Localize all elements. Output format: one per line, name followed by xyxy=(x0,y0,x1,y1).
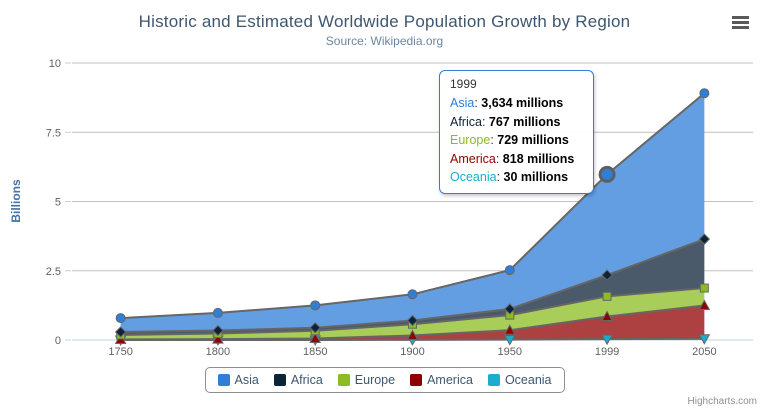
legend-item-america[interactable]: America xyxy=(410,373,473,387)
chart-title: Historic and Estimated Worldwide Populat… xyxy=(138,12,631,31)
marker-europe-1999[interactable] xyxy=(602,291,612,301)
y-axis-label: 2.5 xyxy=(46,266,61,278)
chart-subtitle: Source: Wikipedia.org xyxy=(325,34,444,48)
marker-europe-2050[interactable] xyxy=(699,283,709,293)
legend-label: America xyxy=(427,373,473,387)
marker-oceania-1950[interactable] xyxy=(503,335,516,346)
hamburger-icon xyxy=(732,16,749,19)
legend-swatch-america xyxy=(410,374,423,386)
marker-asia-1950[interactable] xyxy=(504,265,515,276)
marker-oceania-1999[interactable] xyxy=(601,334,613,346)
legend-item-asia[interactable]: Asia xyxy=(217,373,259,387)
marker-africa-1750[interactable] xyxy=(114,326,127,338)
legend-label: Africa xyxy=(290,373,323,387)
marker-africa-1950[interactable] xyxy=(504,303,516,315)
x-axis-label: 1850 xyxy=(303,346,327,358)
x-axis-label: 1999 xyxy=(595,346,619,358)
hamburger-icon xyxy=(732,21,749,24)
legend-swatch-europe xyxy=(337,374,350,386)
x-axis-label: 2050 xyxy=(692,346,716,358)
legend-label: Europe xyxy=(354,373,396,387)
legend-item-europe[interactable]: Europe xyxy=(337,373,396,387)
marker-america-1800[interactable] xyxy=(212,333,224,344)
export-menu-button[interactable] xyxy=(732,16,749,29)
hamburger-icon xyxy=(732,26,749,29)
tooltip-row-asia: Asia: 3,634 millions xyxy=(450,96,564,110)
tooltip-row-america: America: 818 millions xyxy=(450,151,575,166)
tooltip-row-europe: Europe: 729 millions xyxy=(450,133,569,148)
area-africa[interactable] xyxy=(120,239,705,335)
legend-item-africa[interactable]: Africa xyxy=(273,373,323,387)
area-asia[interactable] xyxy=(120,93,705,332)
marker-oceania-2050[interactable] xyxy=(698,334,711,345)
marker-asia-1850[interactable] xyxy=(310,300,321,311)
x-axis-label: 1800 xyxy=(206,346,230,358)
credits-link[interactable]: Highcharts.com xyxy=(687,396,757,407)
marker-africa-1850[interactable] xyxy=(309,322,321,334)
marker-asia-1750[interactable] xyxy=(115,313,126,324)
marker-america-2050[interactable] xyxy=(698,299,711,310)
marker-africa-1800[interactable] xyxy=(212,324,224,337)
y-axis-title: Billions xyxy=(9,179,23,223)
legend: Asia Africa Europe America Oceania xyxy=(204,367,565,393)
legend-swatch-africa xyxy=(273,374,286,386)
marker-asia-2050[interactable] xyxy=(699,88,710,99)
marker-america-1850[interactable] xyxy=(309,332,322,343)
marker-africa-1999[interactable] xyxy=(601,269,613,281)
x-axis-label: 1900 xyxy=(400,346,424,358)
marker-asia-1999[interactable] xyxy=(598,165,616,183)
y-axis-label: 0 xyxy=(55,335,61,347)
marker-africa-1900[interactable] xyxy=(406,314,419,327)
legend-swatch-oceania xyxy=(487,374,500,386)
marker-america-1950[interactable] xyxy=(503,324,516,335)
marker-asia-1800[interactable] xyxy=(212,307,223,318)
x-axis-label: 1750 xyxy=(108,346,132,358)
x-axis-label: 1950 xyxy=(498,346,522,358)
legend-label: Asia xyxy=(234,373,259,387)
legend-swatch-asia xyxy=(217,374,230,386)
y-axis-label: 7.5 xyxy=(46,127,61,139)
area-america[interactable] xyxy=(120,305,705,340)
legend-item-oceania[interactable]: Oceania xyxy=(487,373,552,387)
tooltip-row-oceania: Oceania: 30 millions xyxy=(450,170,569,185)
tooltip: 1999 Asia: 3,634 millions Africa: 767 mil… xyxy=(439,70,594,194)
marker-asia-1900[interactable] xyxy=(407,289,418,300)
y-axis-label: 5 xyxy=(55,197,61,209)
legend-label: Oceania xyxy=(504,373,552,387)
tooltip-row-africa: Africa: 767 millions xyxy=(450,114,561,129)
tooltip-header: 1999 xyxy=(450,77,477,91)
marker-africa-2050[interactable] xyxy=(698,233,711,245)
marker-america-1999[interactable] xyxy=(601,310,613,322)
marker-america-1900[interactable] xyxy=(406,329,419,341)
y-axis-label: 10 xyxy=(49,58,61,70)
